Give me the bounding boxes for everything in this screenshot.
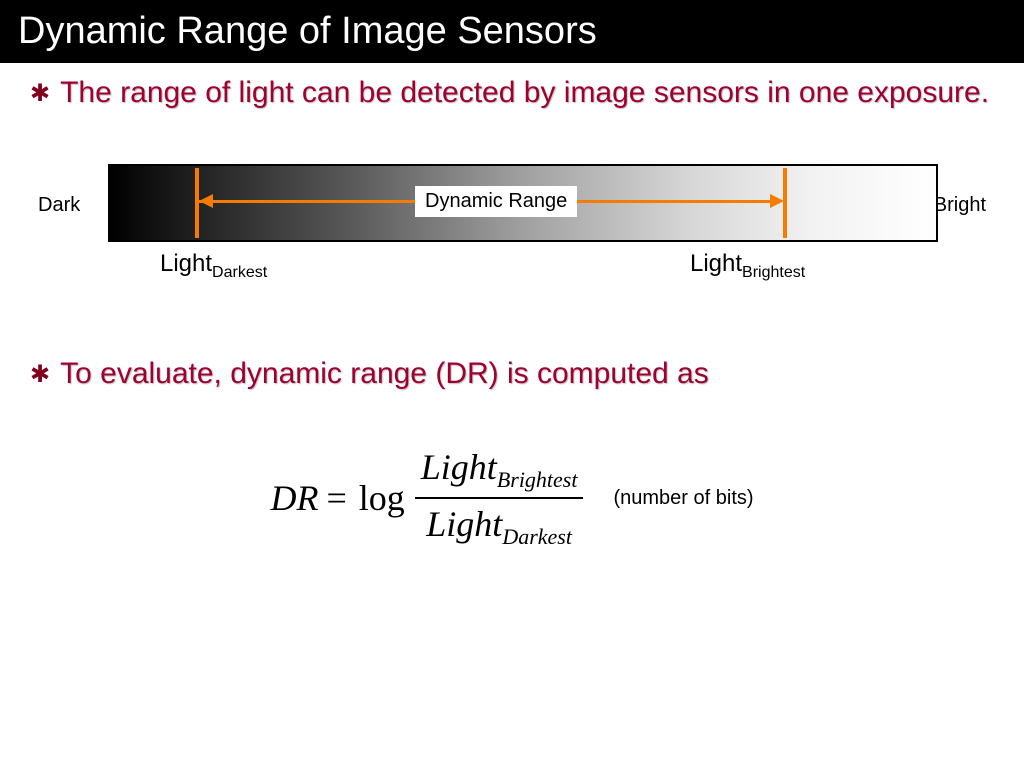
light-darkest-sub: Darkest [212,263,267,280]
numerator-main: Light [421,447,497,487]
bullet-2: ✱ To evaluate, dynamic range (DR) is com… [30,354,994,395]
slide-content: ✱ The range of light can be detected by … [0,63,1024,552]
arrowhead-left-icon [199,194,213,208]
formula-numerator: LightBrightest [415,444,584,495]
range-label: Dynamic Range [415,186,577,217]
bits-note: (number of bits) [613,487,753,510]
denominator-sub: Darkest [502,524,572,549]
bullet-1: ✱ The range of light can be detected by … [30,73,994,114]
range-arrow-left [199,200,415,203]
formula-equation: DR = log LightBrightest LightDarkest [270,444,583,552]
light-brightest-sub: Brightest [742,263,805,280]
light-darkest-label: LightDarkest [160,250,267,282]
asterisk-icon: ✱ [30,360,50,389]
slide-title: Dynamic Range of Image Sensors [18,10,597,52]
formula-fraction: LightBrightest LightDarkest [415,444,584,552]
light-darkest-main: Light [160,250,212,277]
asterisk-icon: ✱ [30,79,50,108]
equals-sign: = [326,477,346,519]
slide-title-bar: Dynamic Range of Image Sensors [0,0,1024,63]
arrowhead-right-icon [770,194,784,208]
denominator-main: Light [426,504,502,544]
formula: DR = log LightBrightest LightDarkest (nu… [30,444,994,552]
fraction-line [415,497,584,499]
range-arrow-right [570,200,780,203]
bullet-2-text: To evaluate, dynamic range (DR) is compu… [60,354,709,395]
light-brightest-main: Light [690,250,742,277]
dynamic-range-diagram: Dark Bright Dynamic Range LightDarkest L… [30,164,994,324]
formula-lhs: DR [270,477,318,519]
formula-denominator: LightDarkest [420,501,578,552]
light-brightest-label: LightBrightest [690,250,805,282]
dark-label: Dark [38,194,80,217]
bullet-1-text: The range of light can be detected by im… [60,73,989,114]
formula-op: log [359,477,405,519]
numerator-sub: Brightest [497,467,578,492]
bright-label: Bright [934,194,986,217]
